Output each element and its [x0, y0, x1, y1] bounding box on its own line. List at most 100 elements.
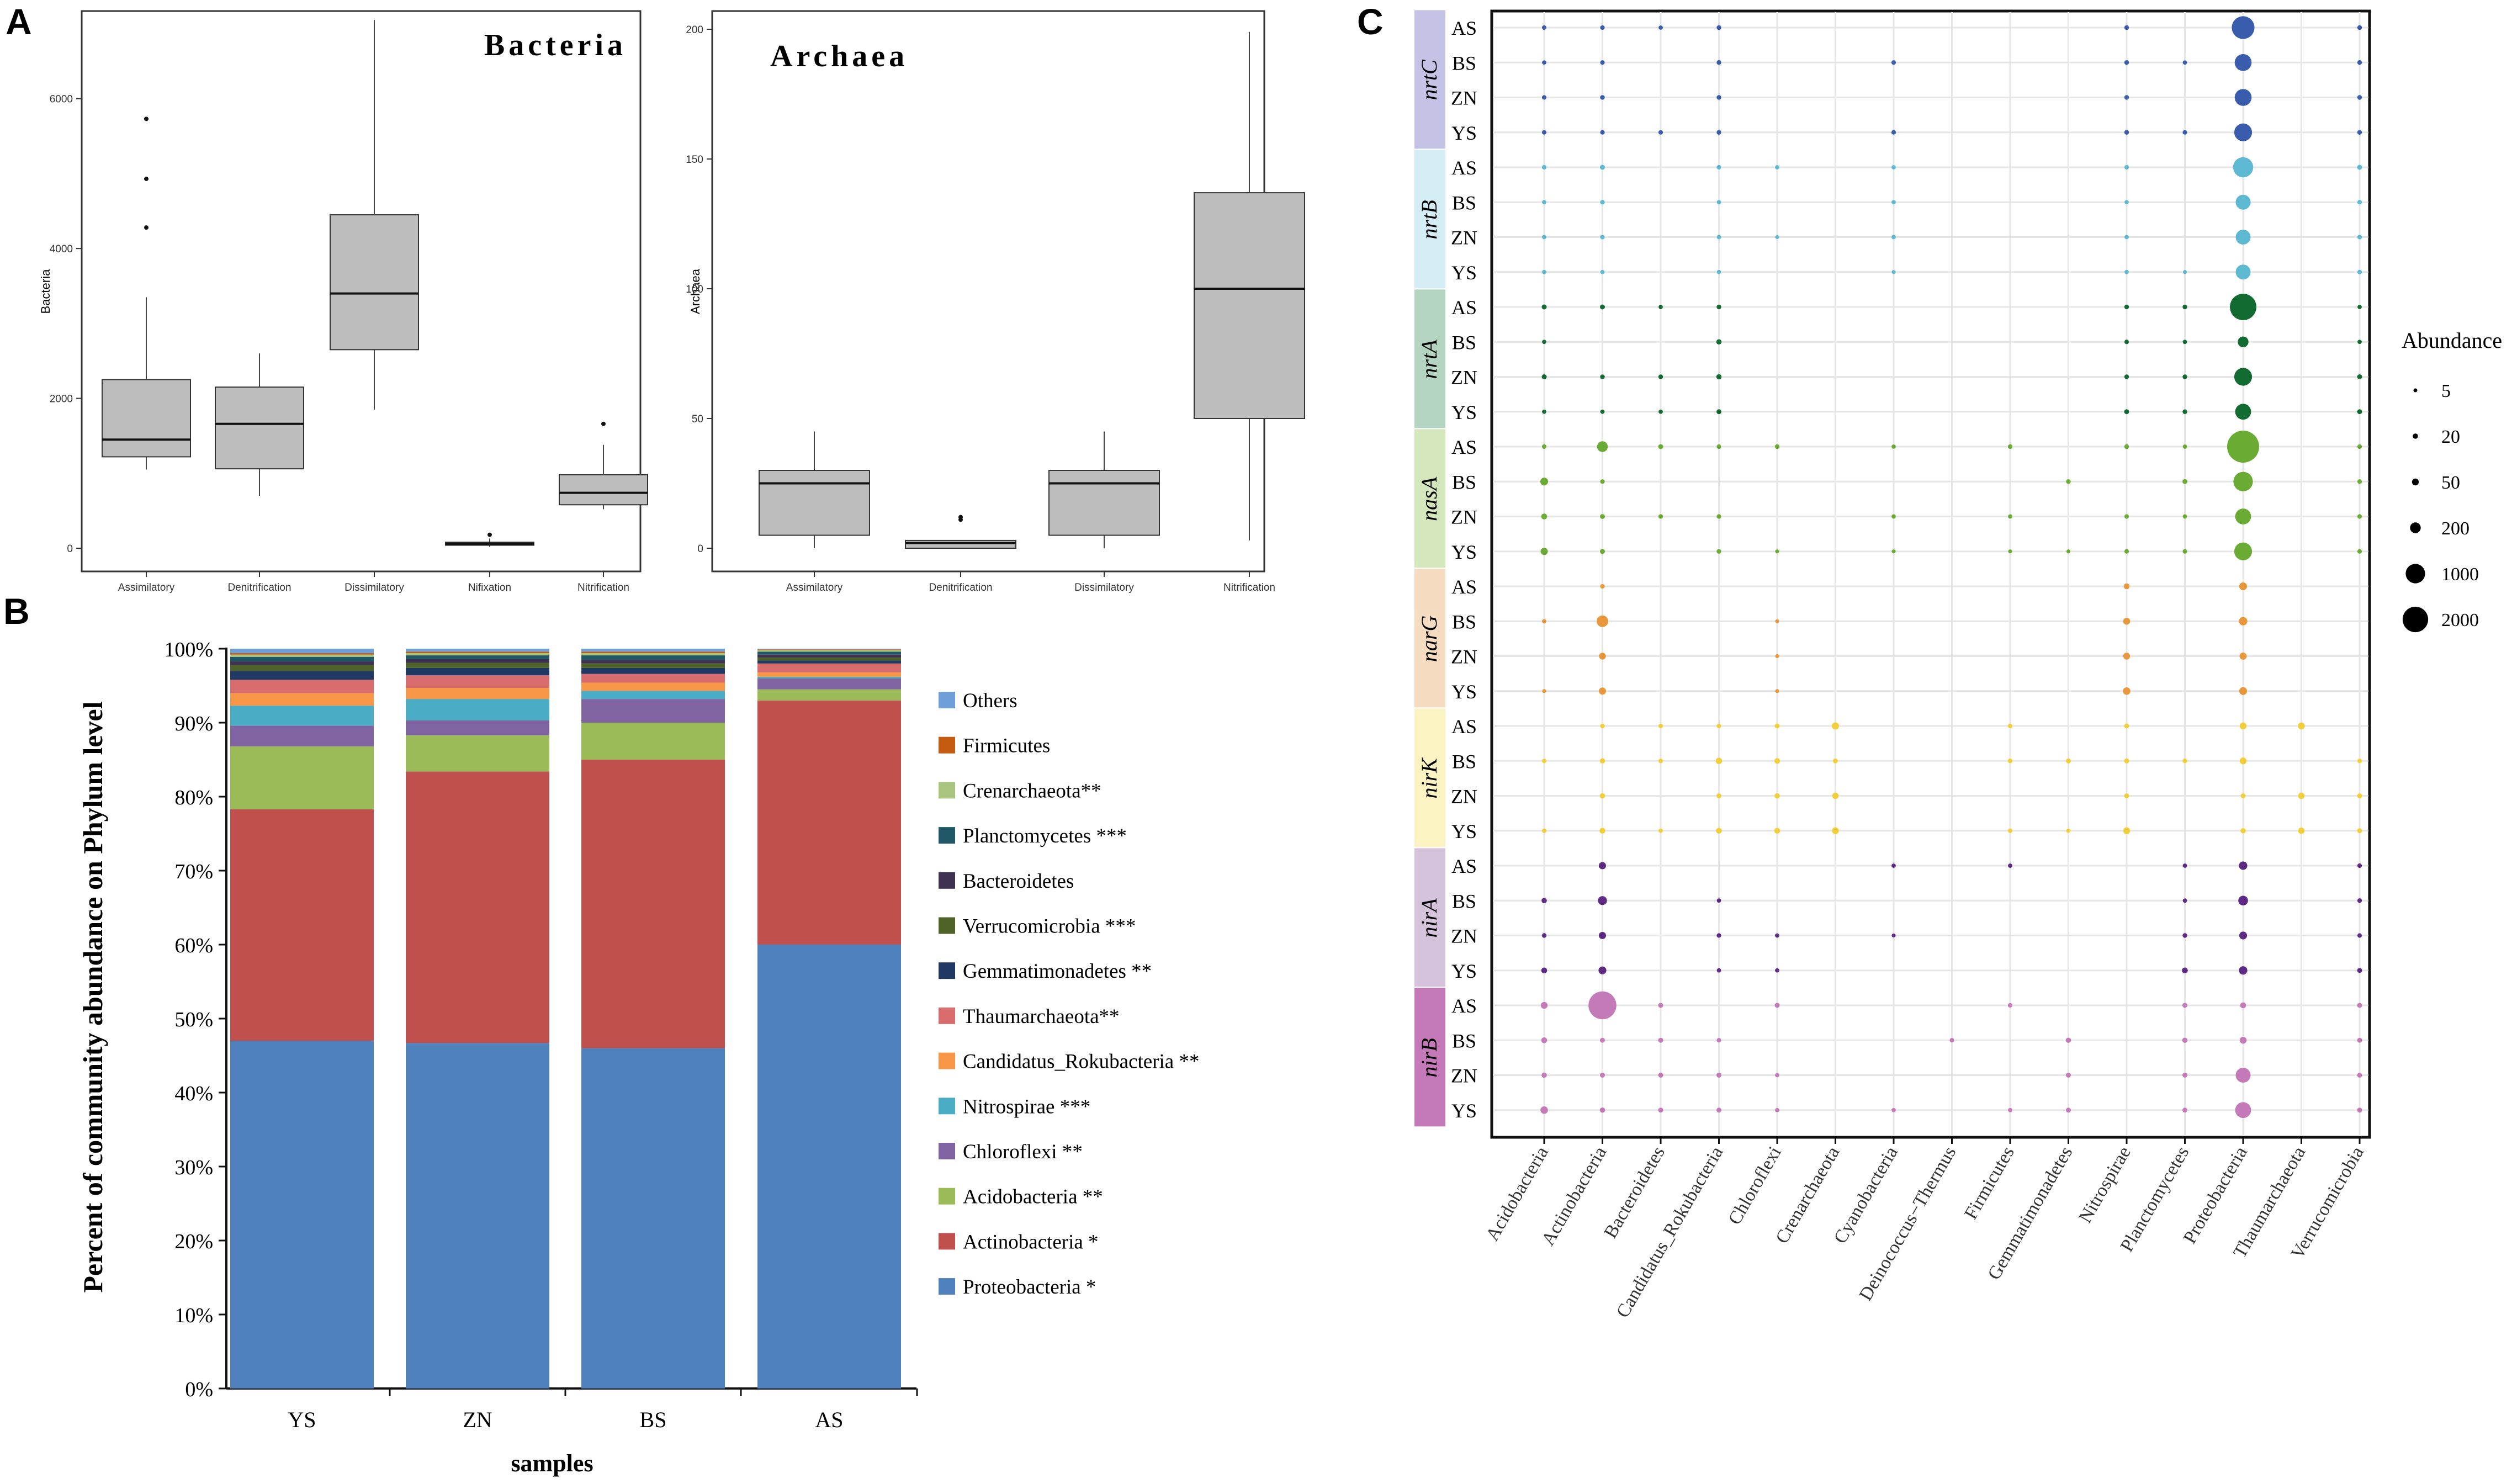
bubble-nrtC-zn	[1716, 95, 1721, 100]
legend-label: Verrucomicrobia ***	[963, 915, 1136, 938]
bubble-panel: C nrtC AS BS ZN YS nrtB AS BS ZN YS nrtA AS BS ZN YS na…	[1357, 1, 2502, 1321]
bubble-nasA-ys	[2066, 549, 2071, 554]
bar-segment-bs	[581, 723, 725, 760]
outlier-point	[958, 515, 963, 520]
bubble-nasA-bs	[2233, 471, 2253, 491]
bubble-nrtA-zn	[2357, 374, 2362, 379]
bubble-nirK-zn	[2357, 793, 2362, 798]
sample-label: BS	[1452, 1030, 1476, 1052]
bubble-nrtC-bs	[2234, 54, 2252, 71]
legend-swatch	[939, 1233, 955, 1250]
y-tick-label: 0	[697, 543, 703, 555]
bubble-nirA-as	[2008, 863, 2012, 868]
bubble-nirB-as	[1588, 991, 1617, 1020]
bubble-narG-ys	[1775, 689, 1779, 693]
bubble-nrtC-zn	[2357, 95, 2362, 100]
bubble-nasA-as	[2124, 444, 2129, 449]
box-dissimilatory	[1048, 470, 1160, 536]
bubble-nirB-ys	[1599, 1107, 1605, 1113]
bubble-nasA-as	[1541, 444, 1547, 449]
bar-segment-zn	[406, 735, 549, 772]
bubble-nirK-ys	[1832, 827, 1839, 834]
bubble-nrtA-ys	[1600, 409, 1605, 414]
bubble-nrtB-zn	[2124, 235, 2129, 240]
bubble-nirK-ys	[1658, 828, 1663, 833]
legend-label: Crenarchaeota**	[963, 780, 1101, 802]
sample-label: AS	[1451, 296, 1477, 319]
legend-label: Planctomycetes ***	[963, 825, 1127, 847]
bacteria-plot-frame	[81, 10, 642, 573]
bubble-nirB-bs	[2239, 1037, 2247, 1044]
bubble-nirK-ys	[1716, 828, 1722, 834]
sample-label: AS	[1451, 855, 1477, 877]
bubble-nrtB-ys	[1716, 269, 1721, 274]
bubble-nrtB-zn	[1891, 235, 1896, 240]
bar-segment-ys	[230, 656, 374, 661]
bar-segment-zn	[406, 667, 549, 676]
bubble-nirB-ys	[2182, 1107, 2187, 1113]
bar-segment-as	[757, 650, 901, 652]
bubble-nirB-zn	[1775, 1073, 1779, 1078]
sample-label: YS	[1451, 401, 1477, 423]
bar-segment-as	[757, 658, 901, 661]
bubble-nrtB-as	[2233, 157, 2254, 178]
bubble-nirA-bs	[2357, 898, 2362, 903]
bubble-nirB-bs	[2065, 1037, 2071, 1043]
bar-segment-ys	[230, 665, 374, 671]
bubble-nrtC-as	[2232, 16, 2255, 39]
bubble-nasA-zn	[2357, 514, 2362, 519]
size-legend-dot	[2413, 388, 2418, 393]
bar-segment-zn	[406, 655, 549, 659]
bubble-nrtA-as	[1658, 305, 1663, 309]
bubble-nrtC-zn	[2124, 95, 2129, 100]
bubble-nrtB-bs	[1716, 200, 1721, 205]
bacteria-title: Bacteria	[484, 28, 627, 62]
sample-label: YS	[1451, 681, 1477, 703]
bubble-nirA-as	[2182, 863, 2187, 868]
gene-label-nirA: nirA	[1417, 898, 1442, 938]
bubble-narG-bs	[2239, 617, 2248, 626]
bubble-nirK-ys	[1774, 828, 1780, 834]
bubble-nirB-ys	[2357, 1107, 2362, 1113]
bar-segment-ys	[230, 661, 374, 665]
box-denitrification	[215, 386, 304, 470]
bar-segment-as	[757, 663, 901, 672]
bar-segment-as	[757, 672, 901, 677]
bubble-nirA-zn	[1541, 933, 1547, 938]
bubble-nrtA-zn	[2234, 368, 2253, 386]
y-tick-label: 0%	[185, 1378, 213, 1401]
y-tick-label: 100	[686, 284, 703, 295]
gene-label-nrtC: nrtC	[1417, 59, 1442, 100]
bubble-nrtA-bs	[1542, 340, 1546, 344]
y-tick-label: 90%	[174, 712, 213, 735]
bubble-narG-zn	[2239, 653, 2247, 660]
bubble-nirK-as	[1658, 723, 1663, 729]
y-tick-label: 70%	[174, 860, 213, 883]
bar-segment-as	[757, 651, 901, 655]
bubble-nirA-bs	[1598, 896, 1607, 905]
sample-label: BS	[1452, 331, 1476, 353]
bubble-nirB-ys	[2008, 1107, 2012, 1112]
size-legend-dot	[2410, 522, 2421, 533]
bubble-nirB-as	[1774, 1003, 1780, 1008]
x-tick-label: Denitrification	[227, 582, 291, 593]
bar-segment-ys	[230, 649, 374, 654]
bubble-nrtB-bs	[2357, 200, 2362, 205]
bubble-nasA-bs	[2066, 479, 2071, 484]
bubble-nirB-bs	[2357, 1037, 2362, 1043]
bubble-nirB-zn	[1658, 1073, 1663, 1078]
bubble-nirB-bs	[1949, 1038, 1954, 1043]
bubble-nrtB-ys	[2124, 269, 2129, 274]
bubble-nirK-ys	[2240, 828, 2246, 834]
gene-strip-nrtB	[1414, 150, 1445, 289]
gene-label-nirK: nirK	[1417, 757, 1442, 799]
bubble-nirK-ys	[2298, 827, 2305, 834]
bubble-nirK-ys	[1599, 828, 1605, 834]
bubble-nrtA-bs	[1716, 339, 1722, 345]
bubble-nrtA-zn	[2182, 374, 2187, 379]
bubble-nrtB-zn	[2235, 230, 2251, 245]
bar-segment-as	[757, 676, 901, 679]
size-legend-label: 1000	[2441, 564, 2479, 585]
abundance-legend-title: Abundance	[2402, 328, 2502, 353]
